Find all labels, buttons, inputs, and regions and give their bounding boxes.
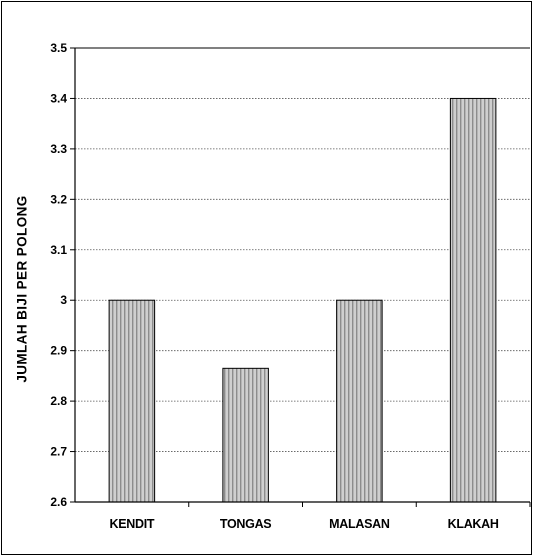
y-tick-label: 2.8 — [50, 394, 67, 408]
y-tick-label: 3.5 — [50, 41, 67, 55]
axes — [70, 47, 531, 507]
y-tick-label: 3.3 — [50, 142, 67, 156]
x-tick-label: KLAKAH — [448, 517, 499, 531]
x-tick-labels: KENDIT TONGAS MALASAN KLAKAH — [110, 517, 500, 531]
x-tick-label: MALASAN — [329, 517, 390, 531]
y-tick-label: 3.1 — [50, 243, 67, 257]
x-tick-label: TONGAS — [220, 517, 271, 531]
bar-malasan — [336, 299, 383, 503]
bars — [108, 97, 497, 503]
y-tick-labels: 2.6 2.7 2.8 2.9 3 3.1 3.2 3.3 3.4 3.5 — [50, 41, 67, 509]
bar-tongas — [222, 367, 269, 503]
y-tick-label: 2.9 — [50, 344, 67, 358]
y-tick-label: 3 — [60, 293, 67, 307]
y-tick-label: 2.7 — [50, 445, 67, 459]
y-tick-label: 3.4 — [50, 91, 67, 105]
y-tick-label: 3.2 — [50, 192, 67, 206]
bar-kendit — [108, 299, 156, 503]
x-tick-label: KENDIT — [110, 517, 155, 531]
bar-klakah — [449, 97, 497, 503]
y-tick-label: 2.6 — [50, 495, 67, 509]
